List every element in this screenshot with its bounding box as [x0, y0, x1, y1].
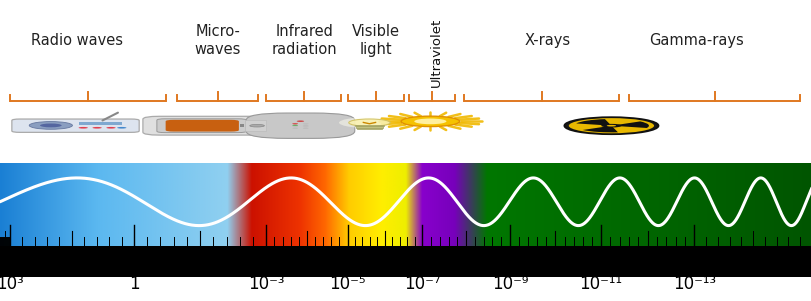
- Bar: [245, 120, 265, 131]
- Circle shape: [79, 127, 88, 129]
- Circle shape: [296, 120, 304, 122]
- Circle shape: [414, 119, 446, 124]
- Circle shape: [303, 128, 308, 129]
- Wedge shape: [582, 126, 617, 132]
- Circle shape: [117, 127, 127, 129]
- Bar: [355, 126, 383, 128]
- Circle shape: [564, 117, 658, 134]
- Circle shape: [600, 124, 621, 128]
- Circle shape: [568, 118, 654, 133]
- Circle shape: [339, 117, 400, 128]
- Bar: [0, 246, 811, 277]
- Circle shape: [292, 126, 298, 127]
- Text: 10³: 10³: [0, 275, 24, 293]
- Circle shape: [40, 123, 62, 127]
- Text: 1: 1: [128, 275, 139, 293]
- Text: Visible
light: Visible light: [351, 24, 400, 57]
- Text: Ultraviolet: Ultraviolet: [429, 17, 442, 87]
- Text: 10⁻³: 10⁻³: [248, 275, 284, 293]
- Bar: [239, 124, 243, 127]
- Wedge shape: [611, 121, 648, 128]
- Text: Gamma-rays: Gamma-rays: [649, 33, 743, 48]
- Text: Micro-
waves: Micro- waves: [194, 24, 241, 57]
- Text: 10⁻¹¹: 10⁻¹¹: [578, 275, 622, 293]
- Bar: [79, 122, 122, 125]
- Circle shape: [292, 128, 298, 129]
- FancyBboxPatch shape: [157, 119, 246, 133]
- Circle shape: [401, 116, 459, 126]
- Text: Radio waves: Radio waves: [31, 33, 123, 48]
- Wedge shape: [576, 119, 611, 126]
- Circle shape: [292, 125, 298, 126]
- FancyBboxPatch shape: [246, 113, 354, 138]
- FancyBboxPatch shape: [165, 120, 238, 132]
- Text: 10⁻⁹: 10⁻⁹: [491, 275, 527, 293]
- Text: X-rays: X-rays: [525, 33, 570, 48]
- Circle shape: [349, 119, 390, 126]
- Text: 10⁻⁷: 10⁻⁷: [404, 275, 440, 293]
- Text: Infrared
radiation: Infrared radiation: [272, 24, 337, 57]
- Bar: [357, 128, 381, 129]
- Circle shape: [92, 127, 101, 129]
- Circle shape: [303, 123, 308, 124]
- Circle shape: [106, 127, 115, 129]
- Circle shape: [303, 126, 308, 127]
- FancyBboxPatch shape: [12, 119, 139, 132]
- Circle shape: [606, 125, 616, 126]
- Circle shape: [292, 123, 298, 124]
- Circle shape: [250, 124, 264, 127]
- Text: 10⁻¹³: 10⁻¹³: [672, 275, 715, 293]
- FancyBboxPatch shape: [143, 116, 292, 135]
- Circle shape: [303, 125, 308, 126]
- Text: 10⁻⁵: 10⁻⁵: [329, 275, 365, 293]
- Circle shape: [29, 122, 72, 129]
- Bar: [354, 125, 384, 126]
